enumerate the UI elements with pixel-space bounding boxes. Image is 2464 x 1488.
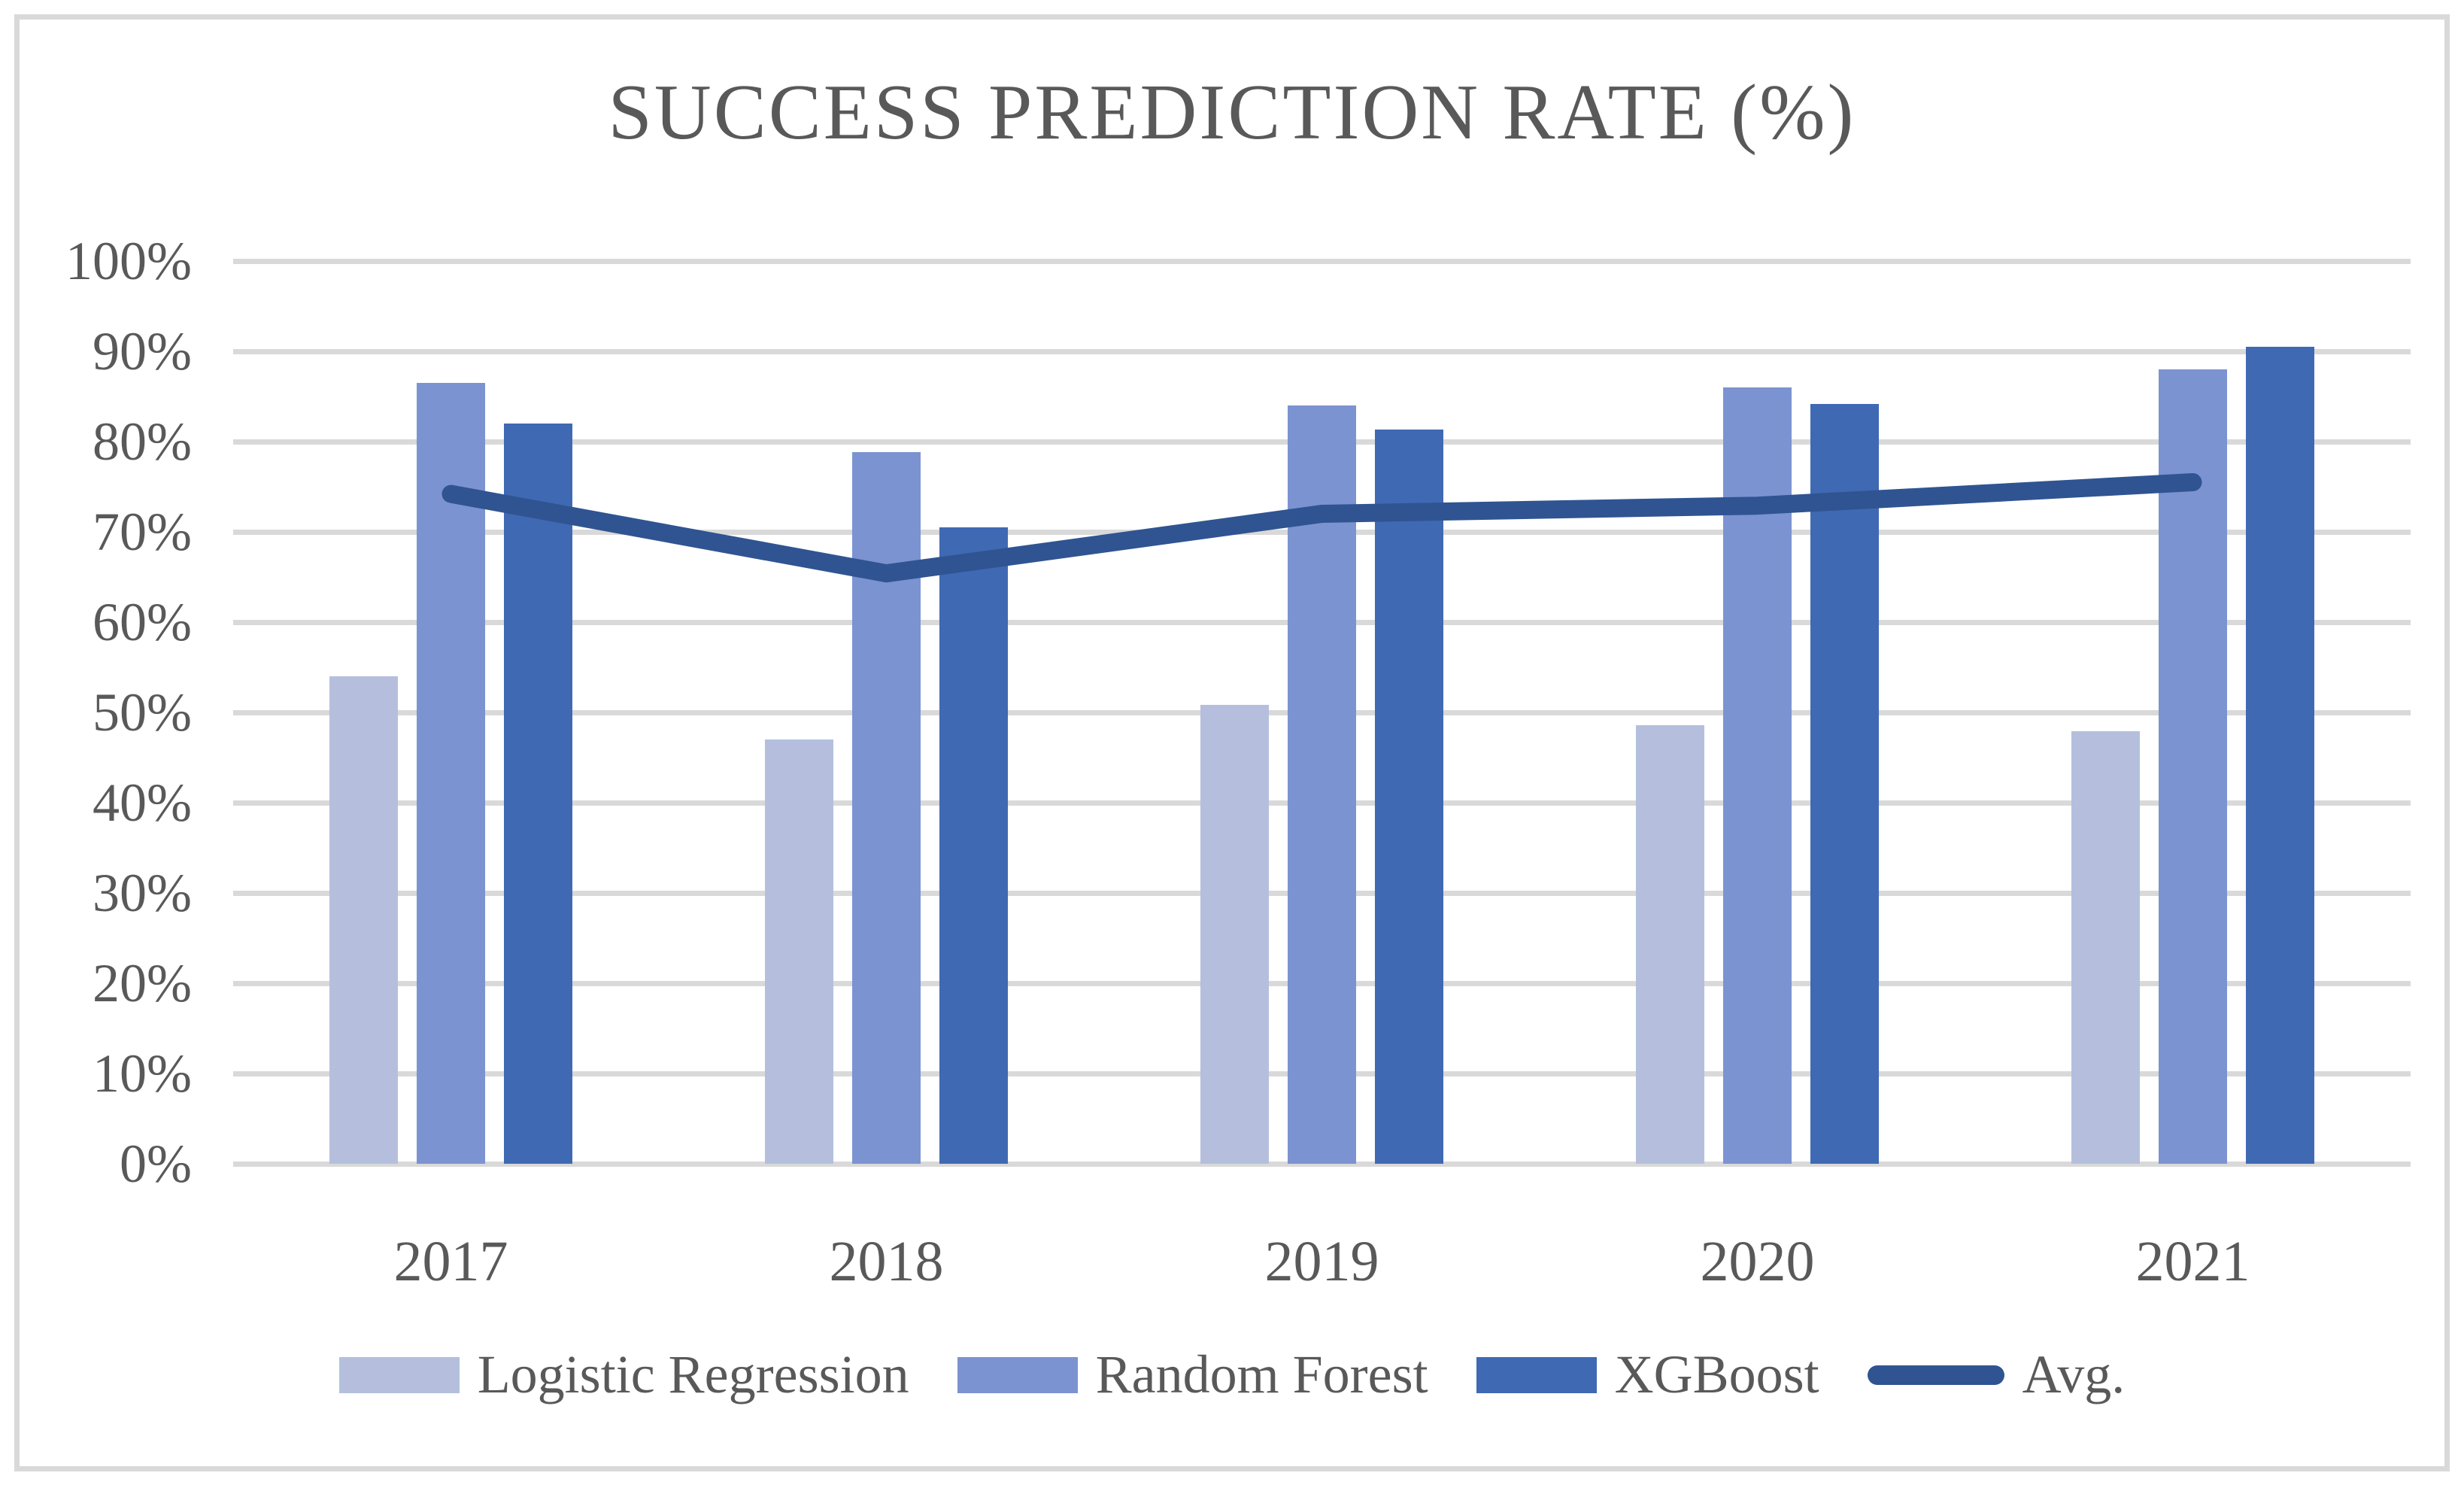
bar-2020-xgboost: [1810, 403, 1879, 1164]
legend-item-avg-: Avg.: [1867, 1344, 2126, 1406]
y-tick-label-40%: 40%: [93, 773, 192, 833]
legend-line-swatch-avg-: [1867, 1365, 2004, 1385]
legend-swatch-logistic-regression: [338, 1356, 460, 1393]
x-axis-label-2018: 2018: [829, 1230, 944, 1293]
avg-line-layer: [442, 473, 2202, 583]
avg-line: [442, 473, 2202, 583]
y-tick-label-60%: 60%: [93, 592, 192, 652]
bar-2019-random-forest: [1288, 405, 1356, 1164]
legend-item-logistic-regression: Logistic Regression: [338, 1344, 909, 1406]
x-axis-label-2017: 2017: [393, 1230, 508, 1293]
legend-label-logistic-regression: Logistic Regression: [477, 1344, 909, 1404]
bar-2021-random-forest: [2159, 369, 2227, 1164]
y-tick-label-30%: 30%: [93, 863, 192, 923]
bar-2021-logistic-regression: [2071, 731, 2140, 1164]
x-axis-label-2020: 2020: [1700, 1230, 1815, 1293]
legend-swatch-random-forest: [957, 1356, 1078, 1393]
chart-title: SUCCESS PREDICTION RATE (%): [608, 68, 1856, 156]
bar-2019-xgboost: [1375, 430, 1443, 1164]
gridline-0%: [233, 1161, 2411, 1167]
y-tick-label-10%: 10%: [93, 1043, 192, 1104]
legend-label-xgboost: XGBoost: [1614, 1344, 1819, 1404]
gridline-100%: [233, 258, 2411, 264]
y-tick-label-100%: 100%: [65, 231, 192, 291]
bar-2021-xgboost: [2246, 347, 2314, 1164]
legend-item-xgboost: XGBoost: [1476, 1344, 1819, 1406]
bar-2020-random-forest: [1723, 387, 1792, 1164]
bar-2017-random-forest: [417, 383, 485, 1164]
y-tick-label-70%: 70%: [93, 502, 192, 562]
y-tick-label-20%: 20%: [93, 953, 192, 1013]
bar-2017-xgboost: [504, 424, 572, 1164]
bar-2018-logistic-regression: [765, 739, 833, 1164]
legend-swatch-xgboost: [1476, 1356, 1597, 1393]
x-axis-label-2021: 2021: [2135, 1230, 2250, 1293]
y-tick-label-80%: 80%: [93, 411, 192, 472]
legend: Logistic Regression Random Forest XGBoost A…: [0, 1344, 2464, 1406]
x-axis-label-2019: 2019: [1264, 1230, 1379, 1293]
bar-2020-logistic-regression: [1636, 724, 1704, 1164]
plot-area: [233, 258, 2411, 1167]
legend-label-random-forest: Random Forest: [1095, 1344, 1428, 1404]
legend-item-random-forest: Random Forest: [957, 1344, 1428, 1406]
bar-2017-logistic-regression: [329, 676, 398, 1164]
y-tick-label-90%: 90%: [93, 321, 192, 381]
bar-2019-logistic-regression: [1200, 705, 1269, 1164]
y-tick-label-50%: 50%: [93, 682, 192, 742]
y-tick-label-0%: 0%: [120, 1134, 192, 1194]
bar-2018-xgboost: [939, 527, 1008, 1164]
legend-label-avg-: Avg.: [2022, 1344, 2126, 1404]
gridline-90%: [233, 348, 2411, 354]
